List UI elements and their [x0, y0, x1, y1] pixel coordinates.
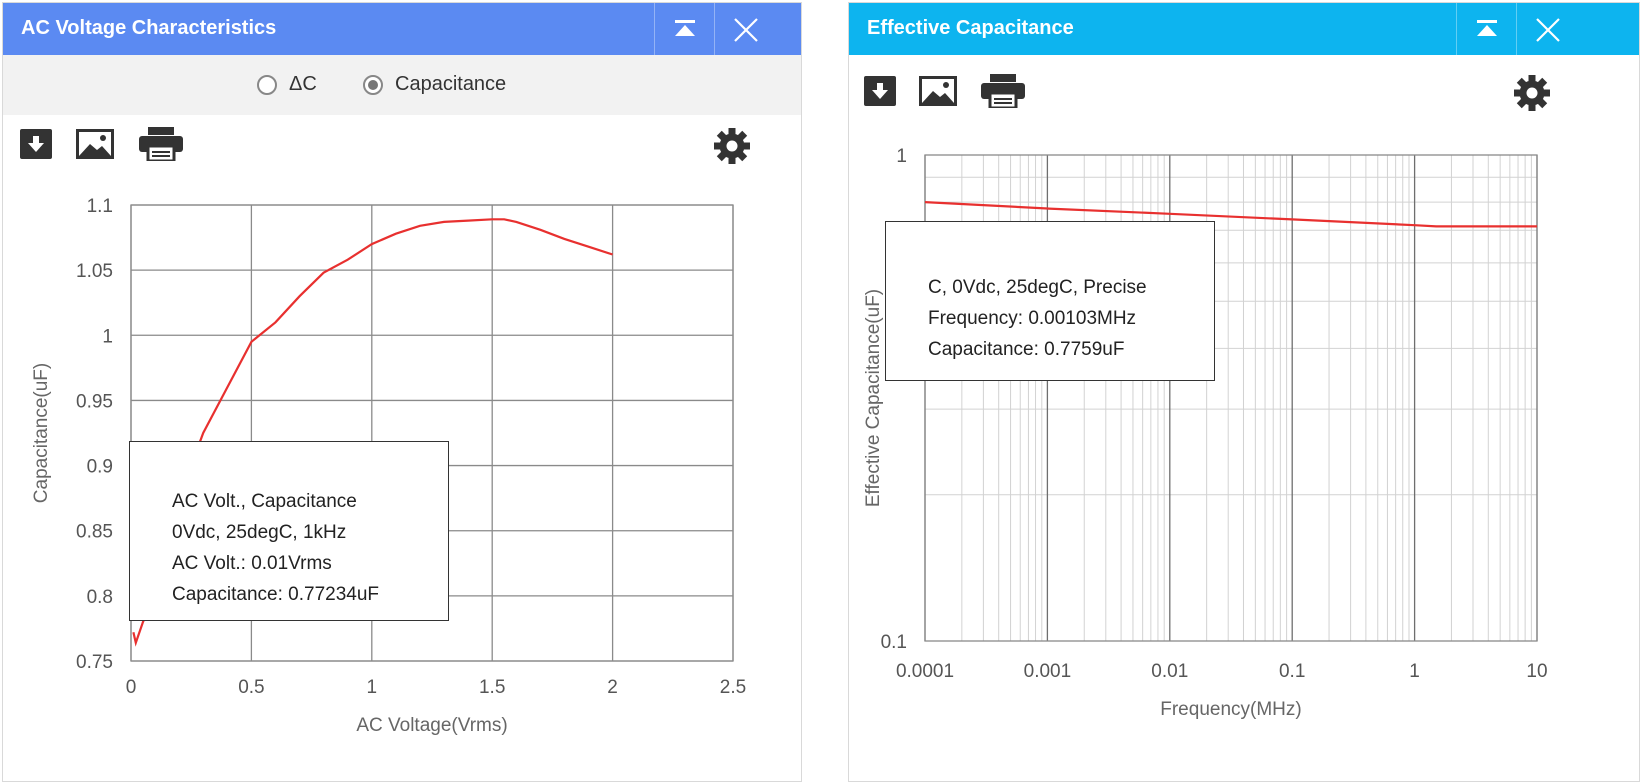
panel-title: Effective Capacitance: [867, 17, 1074, 39]
tooltip-line: 0Vdc, 25degC, 1kHz: [172, 522, 347, 543]
ac-voltage-panel: AC Voltage Characteristics ΔC Capacitanc…: [2, 2, 802, 782]
y-tick-label: 1: [102, 326, 113, 347]
panel-title: AC Voltage Characteristics: [21, 17, 277, 39]
x-axis-title: Frequency(MHz): [1160, 699, 1301, 720]
collapse-icon: [675, 20, 695, 36]
tooltip-line: Capacitance: 0.77234uF: [172, 584, 380, 605]
y-tick-label: 1: [896, 146, 907, 167]
effective-capacitance-panel: Effective Capacitance: [848, 2, 1640, 782]
gear-icon[interactable]: [713, 127, 751, 165]
y-tick-label: 1.1: [87, 196, 113, 217]
series-line: [924, 201, 1537, 228]
print-icon[interactable]: [139, 127, 183, 161]
tooltip-line: Frequency: 0.00103MHz: [928, 308, 1137, 329]
x-tick-label: 10: [1526, 661, 1547, 682]
panel-title-bar: Effective Capacitance: [849, 3, 1639, 55]
radio-label: Capacitance: [395, 73, 507, 95]
x-tick-label: 0: [126, 677, 137, 698]
plot-frame: [130, 204, 734, 662]
x-axis-title: AC Voltage(Vrms): [356, 715, 507, 736]
x-tick-label: 1.5: [479, 677, 505, 698]
x-tick-label: 0.0001: [896, 661, 954, 682]
ac-voltage-chart: 0 0.5 1 1.5 2 2.5 0.75 0.8 0.85 0.9 0.95 1 1.05 1.1 AC…: [31, 196, 746, 736]
y-tick-label: 1.05: [76, 261, 113, 282]
y-tick-label: 0.1: [881, 632, 907, 653]
plot-frame: [924, 154, 1538, 642]
tooltip-line: AC Volt., Capacitance: [172, 491, 357, 512]
chart-tooltip: C, 0Vdc, 25degC, Precise Frequency: 0.00…: [885, 221, 1215, 381]
tooltip-line: Capacitance: 0.7759uF: [928, 339, 1125, 360]
series-mode-selector: ΔC Capacitance: [3, 55, 801, 115]
print-icon[interactable]: [981, 74, 1025, 108]
y-axis-title: Effective Capacitance(uF): [863, 289, 884, 507]
x-tick-label: 2: [607, 677, 618, 698]
radio-button-unchecked[interactable]: [257, 74, 277, 95]
x-tick-label: 0.1: [1279, 661, 1305, 682]
radio-delta-c[interactable]: ΔC: [257, 73, 317, 96]
radio-capacitance[interactable]: Capacitance: [363, 73, 506, 96]
y-tick-label: 0.95: [76, 391, 113, 412]
image-icon[interactable]: [919, 76, 957, 106]
y-tick-label: 0.8: [87, 587, 113, 608]
y-tick-label: 0.75: [76, 652, 113, 673]
x-tick-label: 0.001: [1024, 661, 1072, 682]
effective-capacitance-chart: 0.0001 0.001 0.01 0.1 1 10 0.1 1 Frequency(MHz) E…: [863, 146, 1548, 720]
x-tick-label: 1: [1409, 661, 1420, 682]
close-button[interactable]: [714, 3, 774, 55]
radio-button-checked[interactable]: [363, 74, 383, 95]
tooltip-line: C, 0Vdc, 25degC, Precise: [928, 277, 1147, 298]
tooltip-line: AC Volt.: 0.01Vrms: [172, 553, 332, 574]
panel-title-bar: AC Voltage Characteristics: [3, 3, 801, 55]
close-icon: [1536, 18, 1560, 42]
download-icon[interactable]: [864, 76, 896, 106]
image-icon[interactable]: [76, 129, 114, 159]
y-axis-title: Capacitance(uF): [31, 363, 52, 503]
x-tick-label: 0.5: [238, 677, 264, 698]
x-tick-label: 2.5: [720, 677, 746, 698]
chart-tooltip: AC Volt., Capacitance 0Vdc, 25degC, 1kHz…: [129, 441, 449, 621]
y-tick-label: 0.9: [87, 457, 113, 478]
close-button[interactable]: [1516, 3, 1576, 55]
download-icon[interactable]: [20, 129, 52, 159]
x-tick-label: 1: [367, 677, 378, 698]
collapse-icon: [1477, 20, 1497, 36]
collapse-button[interactable]: [654, 3, 714, 55]
radio-label: ΔC: [289, 73, 317, 95]
y-tick-label: 0.85: [76, 522, 113, 543]
gear-icon[interactable]: [1513, 74, 1551, 112]
close-icon: [734, 18, 758, 42]
x-tick-label: 0.01: [1151, 661, 1188, 682]
collapse-button[interactable]: [1456, 3, 1516, 55]
